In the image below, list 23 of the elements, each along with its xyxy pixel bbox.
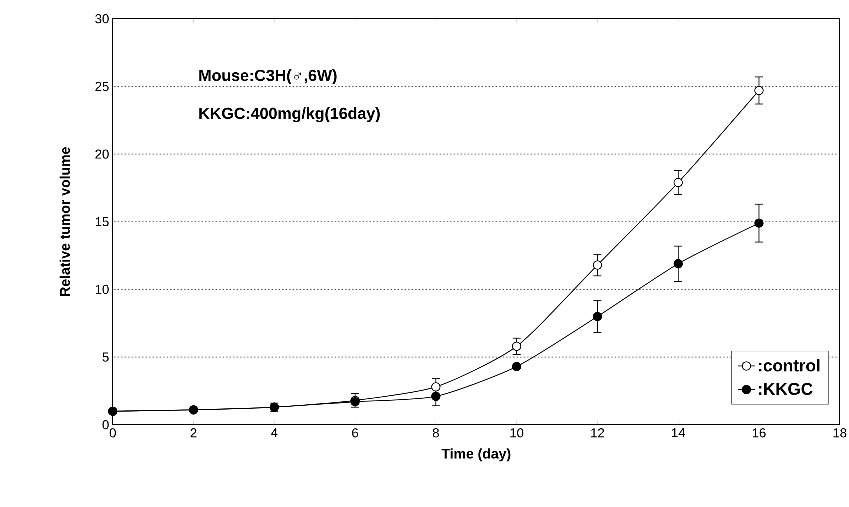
- x-tick-label: 6: [352, 428, 358, 438]
- y-tick-label: 10: [96, 285, 109, 294]
- x-tick-label: 2: [190, 428, 197, 438]
- annotation: KKGC:400mg/kg(16day): [200, 108, 380, 122]
- x-tick-label: 0: [110, 428, 116, 438]
- x-tick-label: 4: [271, 428, 278, 438]
- y-tick-label: 30: [96, 14, 109, 24]
- y-axis-title: Relative tumor volume: [60, 147, 70, 296]
- x-tick-label: 10: [510, 428, 524, 438]
- x-tick-label: 8: [433, 428, 440, 438]
- x-tick-label: 16: [752, 428, 766, 438]
- x-tick-label: 18: [834, 428, 847, 438]
- x-tick-label: 12: [591, 428, 604, 438]
- y-tick-label: 25: [96, 82, 109, 92]
- y-tick-label: 20: [96, 150, 109, 159]
- x-tick-label: 14: [672, 428, 686, 438]
- y-tick-label: 15: [96, 217, 109, 227]
- legend-label: :KKGC: [759, 383, 813, 396]
- x-axis-title: Time (day): [442, 448, 511, 462]
- y-tick-label: 0: [102, 420, 109, 430]
- y-tick-label: 5: [102, 352, 109, 362]
- legend-label: :control: [759, 359, 820, 372]
- annotation: Mouse:C3H(♂,6W): [200, 70, 337, 84]
